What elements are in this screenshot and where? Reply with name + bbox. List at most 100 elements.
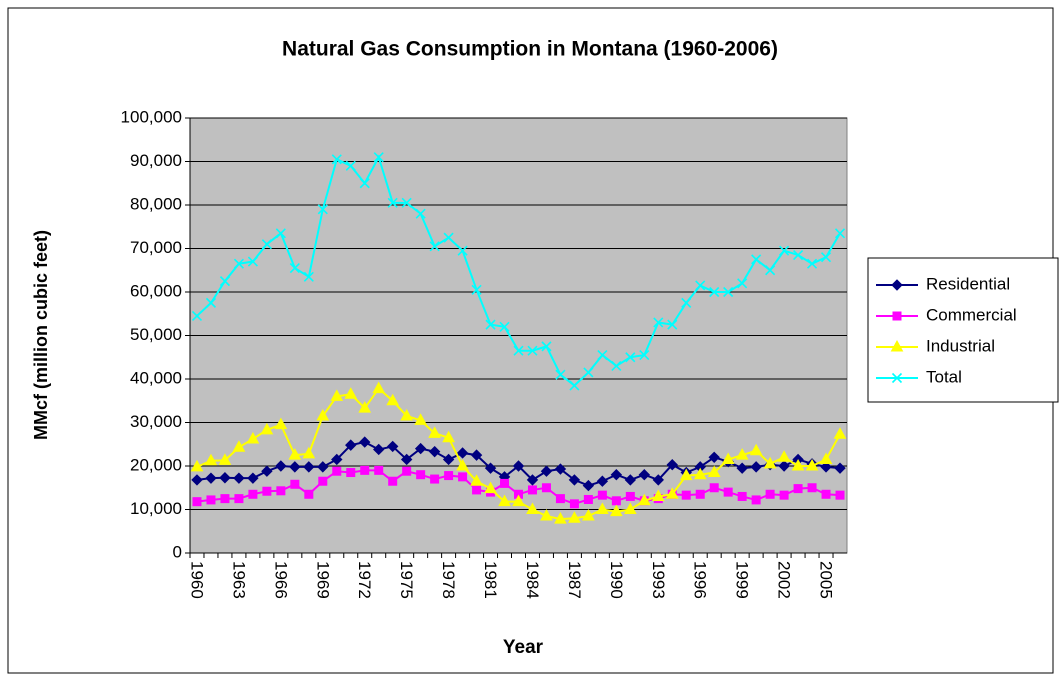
data-point: [500, 478, 510, 488]
data-point: [206, 495, 216, 505]
data-point: [428, 445, 441, 458]
data-point: [276, 486, 286, 496]
data-point: [596, 475, 609, 487]
data-point: [414, 442, 427, 455]
legend-marker: [890, 339, 904, 352]
data-point: [484, 462, 497, 474]
data-point: [651, 489, 665, 501]
data-point: [695, 280, 706, 291]
data-point: [751, 254, 762, 265]
data-point: [512, 494, 525, 507]
data-point: [623, 502, 637, 514]
data-point: [443, 232, 454, 243]
data-point: [806, 258, 818, 269]
data-point: [344, 387, 358, 399]
data-point: [709, 483, 719, 493]
data-point: [665, 487, 679, 499]
data-point: [751, 495, 761, 505]
data-point: [625, 491, 635, 501]
data-point: [777, 450, 791, 462]
x-axis-label: Year: [503, 637, 544, 658]
data-point: [638, 468, 651, 481]
data-point: [430, 474, 440, 484]
data-point: [735, 448, 749, 460]
x-tick-label: 1999: [733, 561, 752, 599]
data-point: [345, 439, 357, 451]
data-point: [303, 461, 315, 473]
data-point: [653, 317, 664, 328]
data-point: [554, 512, 567, 524]
data-point: [723, 487, 733, 497]
data-point: [541, 341, 552, 352]
legend-label: Industrial: [926, 336, 995, 355]
data-point: [597, 490, 607, 500]
data-point: [737, 278, 748, 289]
data-point: [289, 263, 300, 274]
data-point: [262, 486, 272, 496]
x-tick-label: 1972: [355, 561, 374, 599]
y-tick-label: 10,000: [130, 499, 182, 518]
data-point: [234, 494, 244, 504]
data-point: [624, 474, 637, 486]
data-point: [386, 440, 399, 453]
data-point: [290, 479, 300, 489]
data-point: [428, 426, 441, 438]
y-tick-label: 40,000: [130, 368, 182, 387]
data-point: [246, 431, 260, 444]
data-point: [191, 474, 203, 486]
data-point: [456, 447, 469, 459]
data-point: [247, 256, 258, 267]
legend-marker: [891, 372, 903, 384]
y-axis-label: MMcf (million cubic feet): [31, 230, 51, 440]
y-tick-label: 50,000: [130, 325, 182, 344]
chart-title: Natural Gas Consumption in Montana (1960…: [282, 38, 778, 61]
data-point: [316, 408, 330, 421]
y-tick-label: 70,000: [130, 238, 182, 257]
data-point: [304, 489, 314, 499]
x-tick-label: 1987: [565, 561, 584, 599]
data-point: [568, 511, 581, 523]
x-tick-label: 1966: [271, 561, 290, 599]
data-point: [205, 297, 217, 308]
x-tick-label: 1984: [523, 561, 542, 599]
data-point: [372, 381, 386, 394]
data-point: [429, 241, 440, 252]
data-point: [597, 350, 608, 361]
data-point: [303, 271, 314, 282]
data-point: [317, 461, 329, 473]
data-point: [540, 508, 553, 521]
data-point: [583, 494, 593, 504]
data-point: [582, 508, 595, 521]
data-point: [835, 490, 845, 500]
data-point: [807, 483, 817, 493]
data-point: [275, 460, 287, 472]
data-point: [415, 208, 426, 219]
x-tick-label: 1963: [229, 561, 248, 599]
data-point: [346, 468, 356, 478]
data-point: [749, 443, 763, 456]
data-point: [819, 452, 833, 464]
data-point: [288, 448, 302, 460]
data-point: [248, 489, 258, 499]
data-point: [442, 430, 455, 443]
data-point: [302, 446, 316, 459]
legend-label: Commercial: [926, 305, 1017, 324]
x-tick-label: 1975: [397, 561, 416, 599]
data-point: [681, 490, 691, 500]
data-point: [318, 476, 328, 486]
data-point: [582, 479, 595, 492]
data-point: [470, 474, 483, 486]
data-point: [456, 458, 469, 471]
data-point: [527, 345, 538, 356]
data-point: [793, 249, 804, 261]
y-tick-label: 100,000: [121, 107, 182, 126]
data-point: [345, 160, 356, 171]
data-point: [260, 422, 274, 435]
data-point: [388, 476, 398, 486]
data-point: [274, 417, 288, 430]
data-point: [358, 401, 372, 413]
data-point: [331, 154, 342, 165]
data-point: [499, 321, 510, 332]
y-tick-label: 30,000: [130, 412, 182, 431]
data-point: [400, 453, 413, 466]
